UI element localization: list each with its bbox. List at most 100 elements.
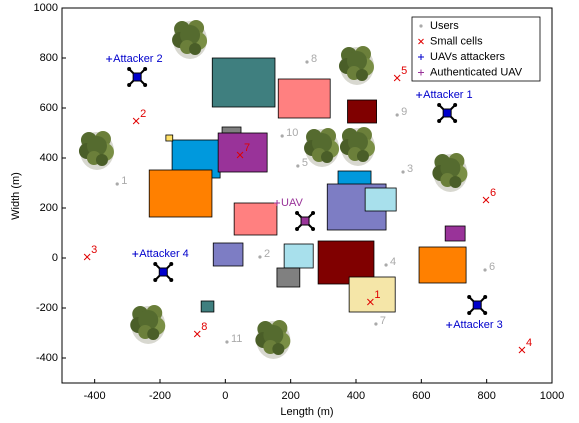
building [338, 171, 371, 185]
uav-rotor [127, 83, 131, 87]
building [149, 170, 212, 217]
dot [396, 113, 399, 116]
uav-icon [153, 262, 173, 282]
cell-label: 1 [374, 289, 380, 301]
y-tick-label: 0 [52, 252, 58, 264]
cell-label: 3 [91, 244, 97, 256]
x-tick-label: 200 [281, 390, 299, 402]
building [213, 243, 243, 266]
tree-crown [356, 69, 368, 81]
uav-label: Attacker 3 [453, 319, 503, 331]
marker-dot [281, 134, 284, 137]
marker-x [84, 254, 90, 260]
x-axis-label: Length (m) [280, 406, 333, 418]
uav-label: Attacker 1 [423, 89, 473, 101]
building [349, 277, 395, 312]
tree-crown [147, 328, 159, 340]
user-label: 8 [311, 53, 317, 65]
x-tick-label: -400 [84, 390, 106, 402]
y-tick-label: -400 [36, 352, 58, 364]
tree-crown [96, 154, 108, 166]
cell-label: 8 [201, 321, 207, 333]
user-label: 4 [390, 256, 396, 268]
building [277, 268, 300, 287]
tree [255, 320, 290, 359]
legend-label: Authenticated UAV [430, 66, 523, 78]
uav-rotor [453, 119, 457, 123]
uav-rotor [483, 295, 487, 299]
building [201, 301, 214, 312]
building [212, 58, 275, 107]
uav-rotor [153, 262, 157, 266]
building [348, 100, 377, 123]
dot [258, 255, 261, 258]
dot [281, 134, 284, 137]
dot [384, 263, 387, 266]
building [278, 79, 330, 118]
y-tick-label: 400 [40, 152, 58, 164]
building [445, 226, 465, 241]
tree-crown [449, 176, 461, 188]
dot [305, 60, 308, 63]
user-label: 9 [401, 106, 407, 118]
tree [432, 153, 467, 192]
building [284, 244, 313, 268]
chart: Length (m) Width (m) -400-20002004006008… [0, 0, 579, 423]
marker-dot [374, 322, 377, 325]
marker-x [519, 347, 525, 353]
building [419, 247, 466, 283]
uav-rotor [295, 211, 299, 215]
uav-label: Attacker 2 [113, 53, 163, 65]
cell-label: 6 [490, 187, 496, 199]
uav-body [133, 73, 141, 81]
legend-label: Small cells [430, 35, 483, 47]
tree [340, 127, 375, 166]
tree-crown [189, 43, 201, 55]
tree-crown [357, 150, 369, 162]
uav-rotor [143, 67, 147, 71]
uav-rotor [143, 83, 147, 87]
tree [79, 131, 114, 170]
marker-x [483, 197, 489, 203]
uav-icon [295, 211, 315, 231]
marker-dot [419, 24, 422, 27]
uav-body [473, 301, 481, 309]
marker-plus [106, 56, 112, 62]
x-tick-label: 400 [347, 390, 365, 402]
y-tick-label: -200 [36, 302, 58, 314]
uav-rotor [467, 311, 471, 315]
building [166, 135, 173, 141]
user-label: 6 [489, 261, 495, 273]
uav-body [301, 217, 309, 225]
marker-dot [384, 263, 387, 266]
uav-icon [437, 103, 457, 123]
dot [374, 322, 377, 325]
uav-rotor [483, 311, 487, 315]
dot [483, 268, 486, 271]
building [365, 188, 396, 211]
uav-rotor [127, 67, 131, 71]
uav-rotor [453, 103, 457, 107]
uav-rotor [467, 295, 471, 299]
cell-label: 5 [401, 65, 407, 77]
building [222, 127, 241, 133]
user-label: 2 [264, 248, 270, 260]
marker-dot [396, 113, 399, 116]
uav-rotor [437, 119, 441, 123]
user-label: 7 [380, 315, 386, 327]
cell-label: 2 [140, 108, 146, 120]
cell-label: 7 [244, 142, 250, 154]
uav-rotor [437, 103, 441, 107]
y-tick-label: 200 [40, 202, 58, 214]
x-tick-label: 800 [477, 390, 495, 402]
user-label: 1 [121, 175, 127, 187]
y-axis-label: Width (m) [10, 172, 22, 220]
uav-rotor [295, 227, 299, 231]
cell-label: 4 [526, 337, 532, 349]
tree [172, 20, 207, 59]
user-label: 3 [407, 163, 413, 175]
tree [130, 305, 165, 344]
marker-x [133, 118, 139, 124]
dot [225, 340, 228, 343]
x-tick-label: 0 [222, 390, 228, 402]
